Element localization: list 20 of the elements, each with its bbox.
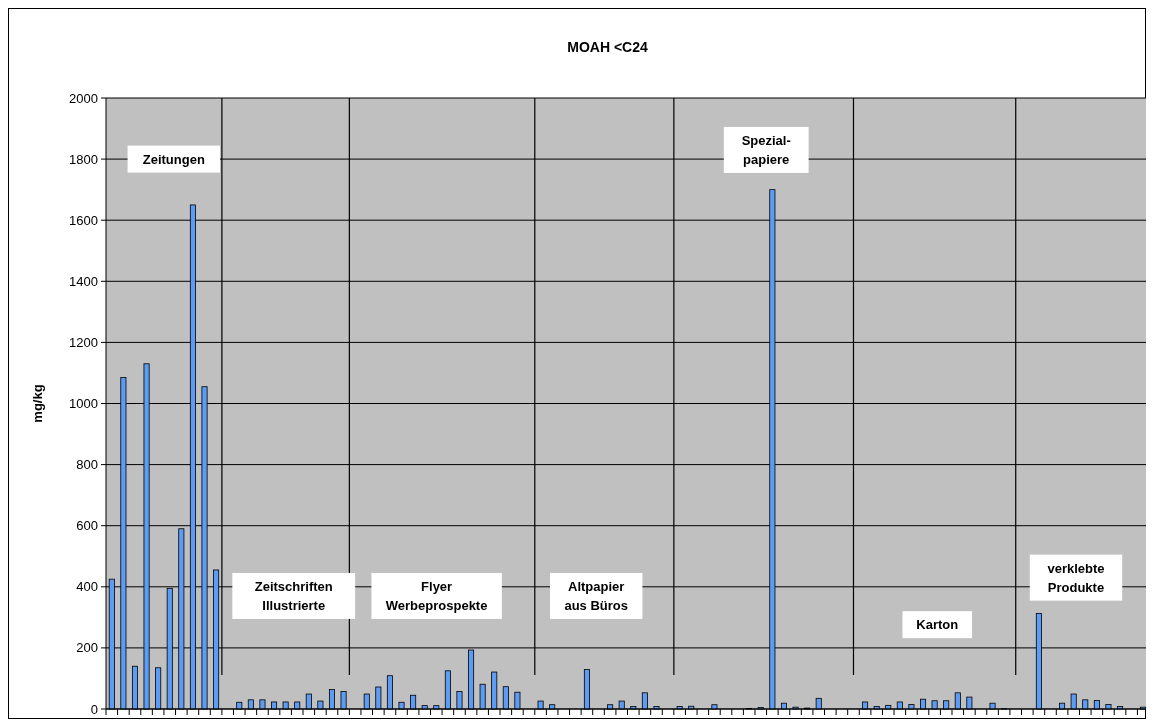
annotation: Zeitschriften Illustrierte	[254, 579, 333, 614]
annotation: Spezial- papiere	[741, 132, 791, 167]
chart-title: MOAH <C24	[567, 39, 648, 55]
y-tick-label: 1800	[69, 151, 98, 167]
annotation: Flyer Werbeprospekte	[385, 579, 488, 614]
y-axis-title: mg/kg	[30, 384, 45, 423]
y-tick-label: 400	[76, 579, 98, 595]
annotation: Zeitungen	[142, 151, 205, 167]
y-tick-label: 1600	[69, 212, 98, 228]
y-tick-label: 0	[90, 701, 98, 717]
y-tick-label: 200	[76, 640, 98, 656]
y-tick-label: 1200	[69, 334, 98, 350]
y-tick-label: 800	[76, 457, 98, 473]
y-tick-label: 1000	[69, 396, 98, 412]
y-tick-label: 1400	[69, 273, 98, 289]
y-tick-label: 2000	[69, 90, 98, 106]
y-tick-label: 600	[76, 518, 98, 534]
annotation: verklebte Produkte	[1047, 560, 1105, 595]
annotation: Karton	[916, 617, 959, 633]
annotation: Altpapier aus Büros	[564, 579, 628, 614]
